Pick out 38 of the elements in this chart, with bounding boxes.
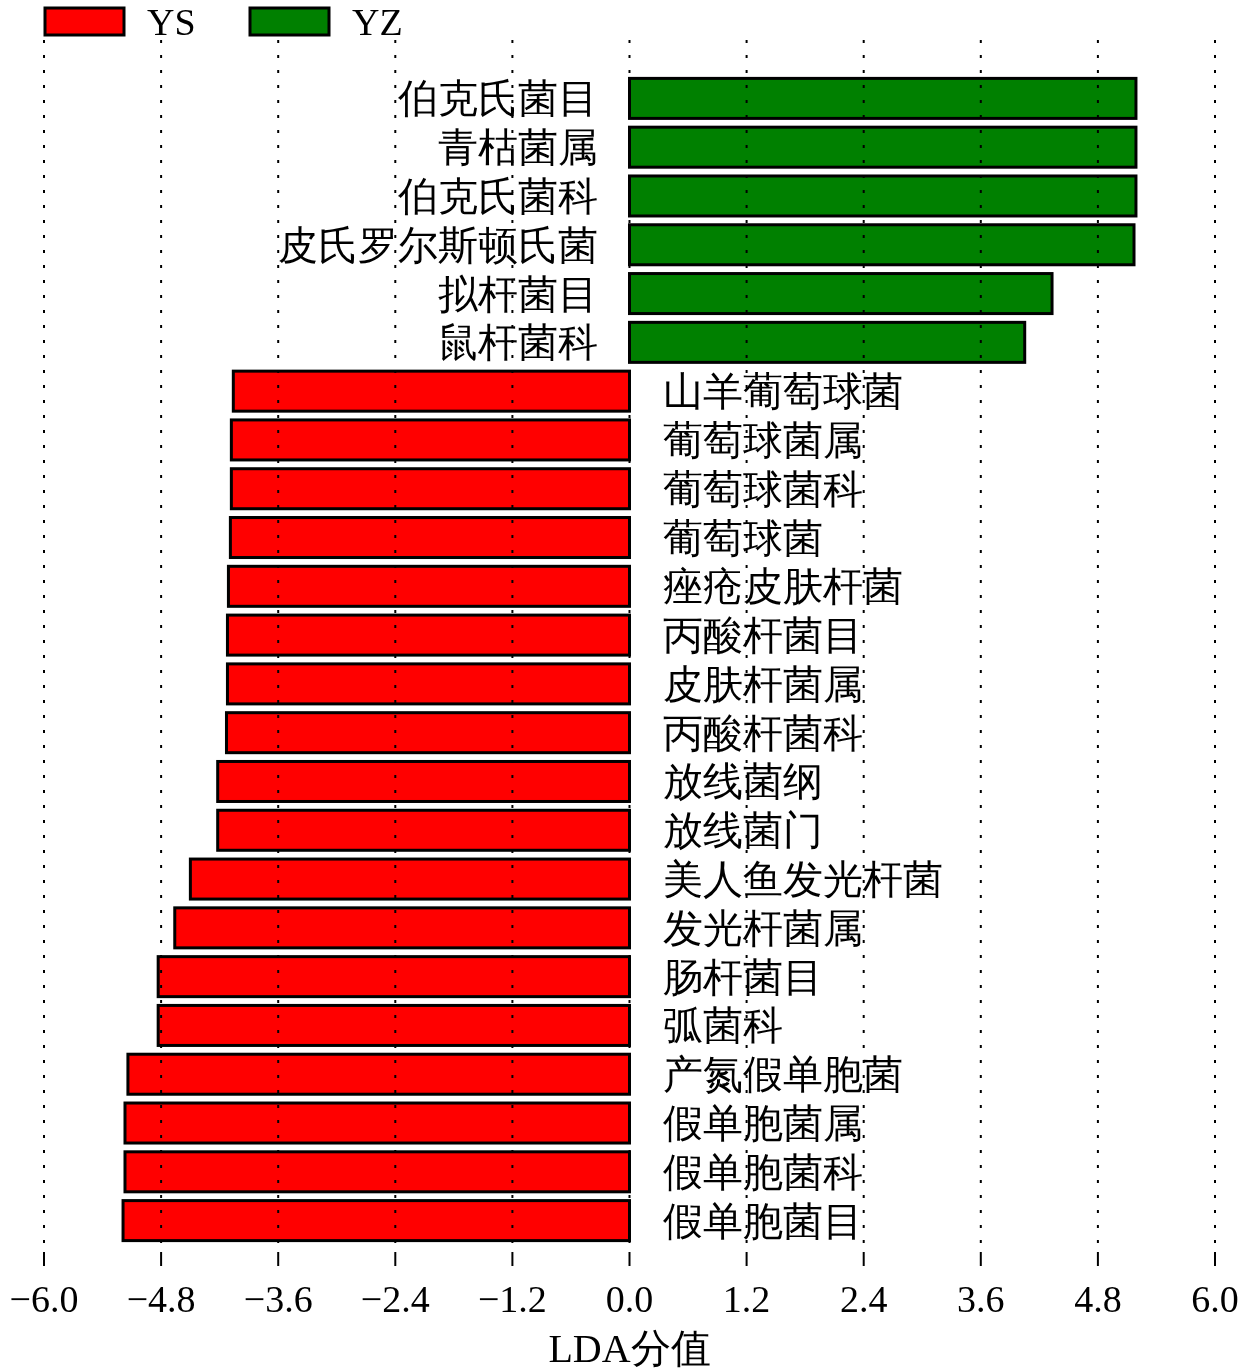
y-tick-label: 葡萄球菌: [662, 515, 823, 561]
x-tick-label: 2.4: [839, 1278, 888, 1320]
y-tick-label: 皮肤杆菌属: [662, 661, 863, 707]
y-tick-label: 葡萄球菌科: [662, 466, 863, 512]
y-tick-label: 发光杆菌属: [662, 905, 863, 951]
y-tick-label: 皮氏罗尔斯顿氏菌: [277, 222, 598, 268]
y-tick-label: 假单胞菌科: [662, 1149, 863, 1195]
legend-label: YZ: [352, 1, 403, 43]
y-tick-label: 弧菌科: [662, 1003, 783, 1049]
x-tick-label: 1.2: [722, 1278, 771, 1320]
x-axis-title: LDA分值: [548, 1326, 711, 1371]
y-tick-label: 假单胞菌目: [662, 1198, 863, 1244]
y-tick-label: 伯克氏菌目: [396, 76, 598, 122]
y-tick-label: 鼠杆菌科: [437, 320, 598, 366]
x-tick-label: 0.0: [605, 1278, 654, 1320]
x-tick-label: 3.6: [957, 1278, 1005, 1320]
y-tick-label: 青枯菌属: [437, 125, 598, 171]
y-tick-label: 山羊葡萄球菌: [662, 369, 903, 415]
y-tick-label: 产氮假单胞菌: [662, 1052, 903, 1098]
y-tick-label: 痤疮皮肤杆菌: [662, 564, 903, 610]
legend-label: YS: [147, 1, 196, 43]
y-tick-label: 丙酸杆菌科: [662, 710, 863, 756]
y-tick-label: 伯克氏菌科: [396, 173, 598, 219]
x-tick-label: −2.4: [360, 1278, 430, 1320]
y-tick-label: 丙酸杆菌目: [662, 613, 863, 659]
x-tick-label: 6.0: [1191, 1278, 1239, 1320]
x-tick-label: 4.8: [1074, 1278, 1122, 1320]
x-tick-label: −4.8: [126, 1278, 196, 1320]
y-tick-label: 美人鱼发光杆菌: [662, 857, 943, 903]
y-tick-label: 拟杆菌目: [437, 271, 598, 317]
x-tick-label: −6.0: [9, 1278, 79, 1320]
x-tick-label: −1.2: [477, 1278, 547, 1320]
y-tick-label: 葡萄球菌属: [662, 417, 863, 463]
y-tick-label: 肠杆菌目: [662, 954, 823, 1000]
y-tick-label: 放线菌纲: [662, 759, 823, 805]
x-tick-label: −3.6: [243, 1278, 313, 1320]
y-tick-label: 放线菌门: [662, 808, 823, 854]
y-tick-label: 假单胞菌属: [662, 1101, 863, 1147]
